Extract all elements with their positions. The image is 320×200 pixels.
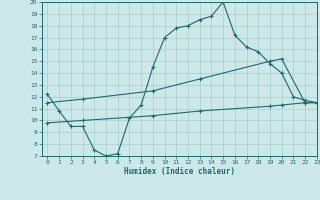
X-axis label: Humidex (Indice chaleur): Humidex (Indice chaleur) [124,167,235,176]
